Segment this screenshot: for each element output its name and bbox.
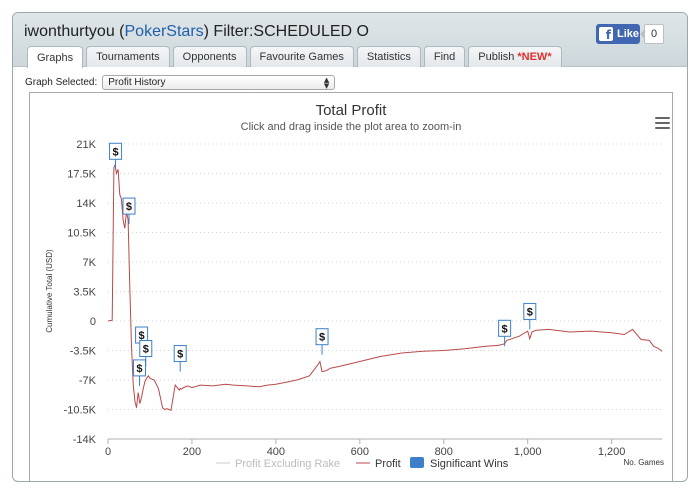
- y-tick-label: -7K: [79, 375, 97, 387]
- marker-label: $: [112, 146, 118, 158]
- chart-svg[interactable]: Total Profit Click and drag inside the p…: [30, 93, 672, 481]
- significant-win-marker: $: [498, 319, 512, 347]
- graph-select-dropdown[interactable]: Profit History ▲ ▼: [102, 75, 336, 90]
- tab-label: Statistics: [366, 51, 411, 63]
- tab-label: Publish: [478, 51, 515, 63]
- marker-label: $: [143, 344, 149, 356]
- y-tick-label: 10.5K: [67, 228, 96, 240]
- tab-label: Favourite Games: [259, 51, 344, 63]
- tab-label: Graphs: [37, 51, 74, 64]
- significant-win-marker: $: [173, 345, 187, 372]
- y-tick-label: 3.5K: [73, 287, 96, 299]
- legend-label: Profit: [375, 458, 401, 470]
- facebook-like: f Like 0: [596, 24, 664, 44]
- graph-select-label: Graph Selected:: [25, 77, 98, 88]
- marker-flag: [132, 359, 146, 377]
- marker-label: $: [319, 332, 325, 344]
- graph-selector: Graph Selected: Profit History ▲ ▼: [25, 75, 336, 90]
- chart-menu-icon[interactable]: [655, 117, 670, 129]
- facebook-icon: f: [599, 27, 613, 41]
- tab-graphs[interactable]: Graphs: [27, 46, 84, 68]
- marker-label: $: [136, 363, 142, 375]
- x-tick-label: 200: [183, 446, 201, 458]
- grid-lines: [108, 143, 662, 440]
- tab-label: Opponents: [182, 51, 237, 63]
- significant-win-marker: $: [109, 142, 123, 170]
- site-name[interactable]: PokerStars: [124, 23, 204, 40]
- tab-label: Find: [433, 51, 456, 63]
- y-tick-label: 17.5K: [67, 169, 96, 181]
- tab-favourite-games[interactable]: Favourite Games: [249, 46, 354, 67]
- filter-text: Filter:SCHEDULED O: [213, 23, 369, 40]
- select-arrows-icon: ▲ ▼: [323, 75, 330, 90]
- y-axis-label: Cumulative Total (USD): [45, 249, 54, 333]
- legend: Profit Excluding Rake Profit Significant W…: [216, 457, 509, 470]
- chart-subtitle: Click and drag inside the plot area to z…: [241, 121, 462, 133]
- x-axis-ticks: 0 200 400 600 800 1,000 1,200: [105, 438, 662, 458]
- tab-bar: Graphs Tournaments Opponents Favourite G…: [27, 46, 565, 68]
- marker-label: $: [139, 330, 145, 342]
- significant-wins-markers: $$$$$$$$$: [109, 142, 537, 386]
- like-label: Like: [617, 28, 640, 40]
- legend-item-profit: Profit: [356, 458, 401, 470]
- y-tick-label: 0: [90, 316, 96, 328]
- marker-flag: [122, 197, 136, 215]
- marker-flag: [139, 340, 153, 358]
- new-badge: *NEW*: [517, 51, 552, 63]
- tab-tournaments[interactable]: Tournaments: [86, 46, 170, 67]
- significant-win-marker: $: [135, 326, 149, 354]
- chart-title: Total Profit: [316, 102, 388, 119]
- marker-label: $: [126, 201, 132, 213]
- like-count: 0: [640, 24, 664, 44]
- marker-label: $: [502, 323, 508, 335]
- x-tick-label: 600: [351, 446, 369, 458]
- marker-flag: [315, 328, 329, 346]
- facebook-like-button[interactable]: f Like: [596, 24, 640, 44]
- marker-label: $: [177, 349, 183, 361]
- legend-item-profit-excluding-rake: Profit Excluding Rake: [216, 458, 340, 470]
- tab-find[interactable]: Find: [423, 46, 466, 67]
- x-tick-label: 0: [105, 446, 111, 458]
- legend-item-significant-wins: Significant Wins: [410, 457, 509, 470]
- tab-publish[interactable]: Publish *NEW*: [468, 46, 562, 67]
- profit-series-line: [107, 163, 663, 411]
- marker-label: $: [527, 306, 533, 318]
- significant-win-marker: $: [139, 340, 153, 367]
- y-tick-label: 7K: [83, 257, 97, 269]
- y-tick-label: -10.5K: [64, 405, 97, 417]
- y-axis-ticks: 21K 17.5K 14K 10.5K 7K 3.5K 0 -3.5K -7K -10.5K -14…: [64, 139, 97, 446]
- y-tick-label: -3.5K: [70, 346, 97, 358]
- tab-statistics[interactable]: Statistics: [356, 46, 421, 67]
- x-tick-label: 1,000: [514, 446, 542, 458]
- marker-flag: [523, 302, 537, 320]
- legend-label: Significant Wins: [430, 458, 509, 470]
- y-tick-label: 14K: [76, 198, 96, 210]
- legend-swatch: [410, 457, 424, 468]
- app-window: iwonthurtyou (PokerStars) Filter:SCHEDUL…: [12, 12, 688, 482]
- y-tick-label: 21K: [76, 139, 96, 151]
- tab-label: Tournaments: [96, 51, 160, 63]
- marker-flag: [173, 345, 187, 363]
- y-tick-label: -14K: [73, 434, 97, 446]
- x-axis-label: No. Games: [624, 458, 664, 467]
- significant-win-marker: $: [523, 302, 537, 330]
- significant-win-marker: $: [132, 359, 146, 386]
- marker-flag: [498, 319, 512, 337]
- series-layer: [107, 163, 663, 411]
- tab-opponents[interactable]: Opponents: [172, 46, 247, 67]
- user-name: iwonthurtyou: [24, 23, 115, 40]
- significant-win-marker: $: [122, 197, 136, 225]
- significant-win-marker: $: [315, 328, 329, 355]
- graph-select-value: Profit History: [108, 77, 166, 88]
- x-tick-label: 400: [267, 446, 285, 458]
- window-header: iwonthurtyou (PokerStars) Filter:SCHEDUL…: [13, 13, 687, 68]
- x-tick-label: 800: [435, 446, 453, 458]
- page-title: iwonthurtyou (PokerStars) Filter:SCHEDUL…: [24, 23, 369, 40]
- legend-label: Profit Excluding Rake: [235, 458, 340, 470]
- marker-flag: [109, 142, 123, 160]
- profit-chart[interactable]: Total Profit Click and drag inside the p…: [29, 92, 673, 481]
- x-tick-label: 1,200: [598, 446, 626, 458]
